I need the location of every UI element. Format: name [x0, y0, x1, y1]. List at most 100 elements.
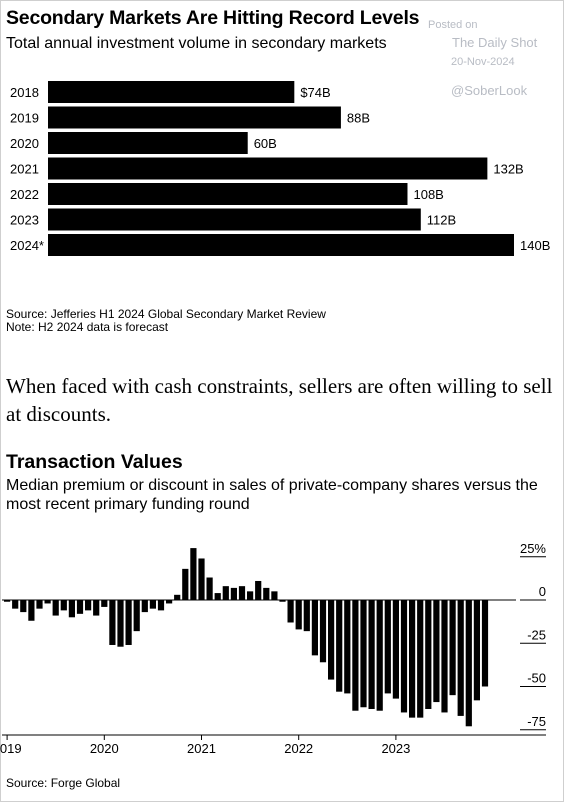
bar	[109, 600, 116, 645]
chart-title: Secondary Markets Are Hitting Record Lev…	[6, 7, 420, 29]
bar	[287, 600, 294, 623]
y-tick-label: -25	[527, 627, 546, 642]
bar	[279, 600, 286, 602]
bar	[48, 234, 514, 256]
bar	[222, 586, 229, 600]
bar	[48, 183, 408, 205]
bar	[52, 600, 59, 616]
bar	[125, 600, 132, 645]
bar	[247, 591, 254, 600]
bar	[190, 548, 197, 600]
chart-source-2: Source: Forge Global	[6, 776, 121, 790]
value-label: 140B	[520, 238, 550, 253]
bar	[230, 587, 237, 600]
bar	[263, 587, 270, 600]
chart-subtitle: Total annual investment volume in second…	[6, 35, 387, 52]
bar	[206, 577, 213, 600]
value-label: 88B	[347, 111, 370, 126]
x-tick-label: 2020	[90, 741, 119, 756]
bar	[198, 558, 205, 600]
y-tick-label: -75	[527, 714, 546, 729]
bar	[166, 600, 173, 604]
year-label: 2019	[10, 111, 39, 126]
bar	[303, 600, 310, 632]
bar	[133, 600, 140, 632]
bar	[400, 600, 408, 713]
year-label: 2020	[10, 136, 39, 151]
value-label: 112B	[427, 213, 456, 228]
bar	[425, 600, 432, 709]
bar	[271, 591, 278, 600]
bar	[481, 600, 489, 687]
watermark-source: The Daily Shot	[452, 35, 538, 50]
bar	[4, 600, 11, 602]
bar	[20, 600, 27, 613]
bar	[36, 600, 43, 609]
value-label: 132B	[493, 162, 523, 177]
prose-paragraph: When faced with cash constraints, seller…	[6, 374, 553, 426]
bar	[28, 600, 35, 621]
bar	[311, 600, 318, 656]
bar	[48, 208, 421, 231]
bar	[141, 600, 148, 613]
year-label: 2024*	[10, 238, 44, 253]
bar	[392, 600, 399, 699]
bar	[409, 600, 416, 718]
bar	[433, 600, 440, 703]
year-label: 2023	[10, 213, 39, 228]
y-tick-label: 25%	[520, 541, 546, 556]
chart-source: Source: Jefferies H1 2024 Global Seconda…	[6, 307, 326, 321]
bar	[465, 600, 472, 727]
y-tick-label: 0	[539, 584, 546, 599]
bar	[457, 600, 464, 716]
year-label: 2022	[10, 187, 39, 202]
bar	[93, 600, 100, 616]
bar	[352, 600, 359, 711]
value-label: $74B	[300, 85, 330, 100]
chart-note: Note: H2 2024 data is forecast	[6, 320, 169, 334]
bar	[48, 157, 488, 180]
bar	[48, 132, 248, 154]
bar	[238, 586, 246, 600]
bar	[336, 600, 343, 692]
chart-title-2: Transaction Values	[6, 451, 183, 473]
x-tick-label: 2022	[284, 741, 313, 756]
bar	[384, 600, 391, 694]
bar	[417, 600, 424, 718]
watermark-date: 20-Nov-2024	[451, 56, 515, 68]
value-label: 108B	[413, 187, 443, 202]
value-label: 60B	[254, 136, 277, 151]
x-tick-label: 2023	[381, 741, 410, 756]
bar	[85, 600, 92, 611]
bar	[182, 568, 189, 600]
bar	[441, 600, 448, 713]
bar	[48, 81, 295, 103]
bar	[473, 600, 480, 701]
bar	[157, 600, 165, 611]
bar	[319, 600, 327, 663]
bar	[68, 600, 75, 618]
y-tick-label: -50	[527, 671, 546, 686]
bar	[44, 600, 51, 604]
bar	[214, 593, 221, 600]
bar	[368, 600, 375, 709]
secondary-volume-bar-chart: 2018 $74B 2019 88B 2020 60B 2021 132B 2022 108B 20…	[10, 81, 550, 256]
bar	[48, 106, 341, 129]
bar	[376, 600, 383, 711]
chart-subtitle-2: Median premium or discount in sales of p…	[6, 477, 538, 513]
bar	[328, 600, 335, 680]
year-label: 2021	[10, 162, 39, 177]
watermark-handle: @SoberLook	[451, 83, 528, 98]
bar	[255, 580, 262, 600]
bar	[360, 600, 367, 708]
bar	[295, 600, 302, 630]
watermark-posted-on: Posted on	[428, 19, 478, 31]
bar	[149, 600, 156, 609]
bar	[76, 600, 84, 614]
bar	[12, 600, 19, 609]
bar	[101, 600, 108, 607]
bar	[449, 600, 456, 696]
x-tick-label: 2021	[187, 741, 216, 756]
x-tick-label: 2019	[0, 741, 22, 756]
